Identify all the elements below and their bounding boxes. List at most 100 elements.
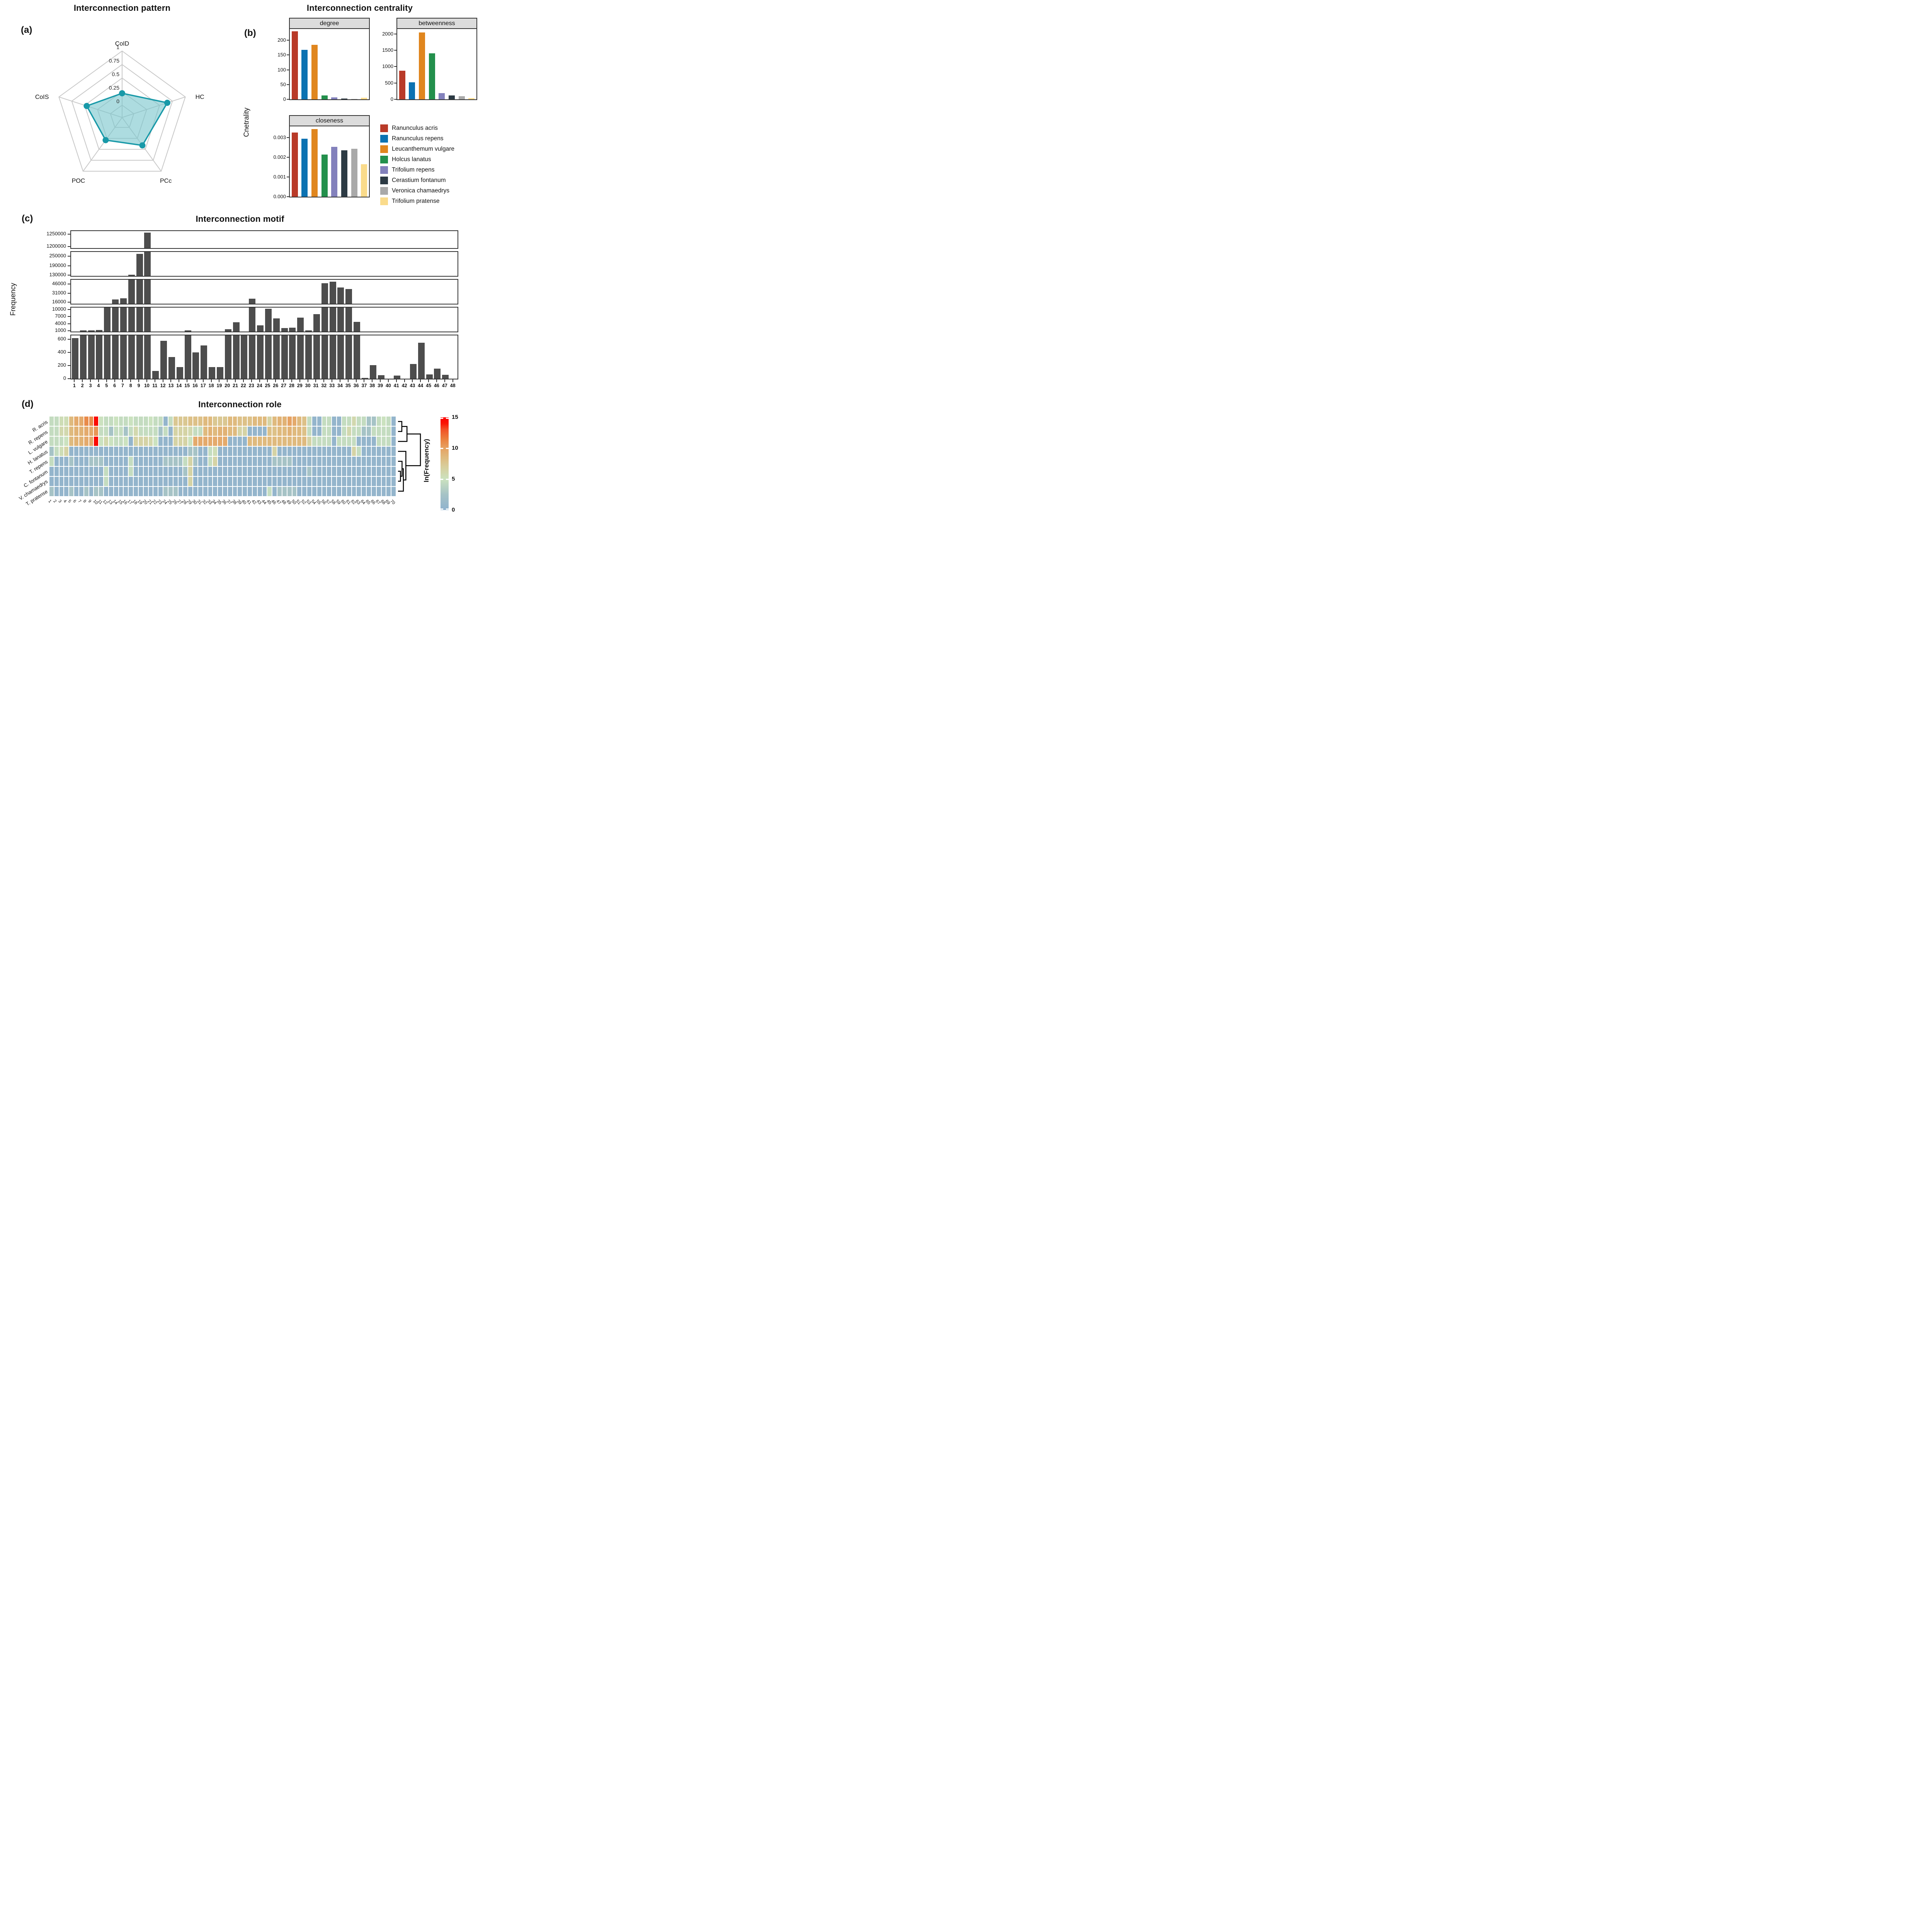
motif-x-tick-mark <box>235 379 236 382</box>
heatmap-cell <box>307 487 311 496</box>
heatmap-cell <box>337 467 341 476</box>
panel-b-letter: (b) <box>244 28 256 38</box>
heatmap-cell <box>362 467 366 476</box>
heatmap-cell <box>183 457 188 466</box>
heatmap-cell <box>168 467 173 476</box>
heatmap-cell <box>347 477 351 486</box>
heatmap-cell <box>114 417 118 426</box>
motif-x-tick-label: 47 <box>442 383 447 388</box>
heatmap-cell <box>391 477 396 486</box>
heatmap-cell <box>386 417 391 426</box>
motif-x-tick-label: 26 <box>273 383 279 388</box>
heatmap-cell <box>228 467 232 476</box>
motif-y-tick-mark <box>68 378 70 379</box>
motif-bar <box>88 330 95 332</box>
legend-item: Trifolium pratense <box>380 196 454 206</box>
motif-y-tick-mark <box>68 265 70 266</box>
legend-species-label: Holcus lanatus <box>392 156 431 163</box>
motif-y-tick-label: 46000 <box>52 280 66 286</box>
motif-bar <box>289 327 296 332</box>
radar-series-point <box>83 103 90 109</box>
heatmap-cell <box>391 417 396 426</box>
heatmap-cell <box>129 427 133 436</box>
heatmap-cell <box>252 427 257 436</box>
heatmap-cell <box>124 437 128 446</box>
motif-bar <box>96 330 103 332</box>
heatmap-cell <box>262 427 267 436</box>
motif-x-tick-label: 29 <box>297 383 303 388</box>
heatmap-cell <box>376 437 381 446</box>
heatmap-cell <box>59 457 64 466</box>
heatmap-cell <box>74 467 78 476</box>
heatmap-cell <box>104 447 108 456</box>
heatmap-cell <box>74 447 78 456</box>
heatmap-cell <box>64 477 69 486</box>
radar-grid-ring <box>58 50 186 172</box>
heatmap-cell <box>203 457 208 466</box>
heatmap-cell <box>277 427 282 436</box>
colorbar-label: ln(Frequency) <box>423 439 430 483</box>
figure-root: Interconnection pattern (a) 0 0.25 0.5 0.75… <box>0 0 479 546</box>
heatmap-cell <box>352 457 356 466</box>
motif-x-tick-label: 4 <box>97 383 100 388</box>
heatmap-cell <box>208 477 213 486</box>
y-tick-label: 1500 <box>382 47 393 53</box>
heatmap-cell <box>104 457 108 466</box>
motif-x-tick-mark <box>356 379 357 382</box>
motif-bar <box>80 335 87 379</box>
heatmap-cell <box>99 417 104 426</box>
legend-swatch <box>380 166 388 174</box>
heatmap-cell <box>238 477 242 486</box>
motif-bar <box>144 232 151 248</box>
motif-bar <box>144 335 151 379</box>
motif-bar <box>442 374 449 379</box>
heatmap-cell <box>94 447 99 456</box>
heatmap-cell <box>287 477 292 486</box>
heatmap-cell <box>352 427 356 436</box>
heatmap-cell <box>376 487 381 496</box>
heatmap-cell <box>148 457 153 466</box>
heatmap-cell <box>371 487 376 496</box>
heatmap-cell <box>367 437 371 446</box>
heatmap-cell <box>218 447 222 456</box>
heatmap-cell <box>277 447 282 456</box>
legend-swatch <box>380 155 388 163</box>
motif-bar <box>313 314 320 332</box>
radar-grid-ring <box>71 64 173 161</box>
motif-y-tick-label: 0 <box>63 375 66 381</box>
heatmap-cell <box>178 447 183 456</box>
y-tick-mark <box>287 157 289 158</box>
motif-bar <box>305 335 312 379</box>
heatmap-cell <box>198 487 202 496</box>
heatmap-cell <box>188 457 193 466</box>
motif-bar <box>120 335 127 379</box>
heatmap-cell <box>148 427 153 436</box>
heatmap-cell <box>332 457 337 466</box>
dendrogram-branch <box>398 471 401 482</box>
heatmap-cell <box>54 467 59 476</box>
heatmap-cell <box>223 467 227 476</box>
heatmap-cell <box>257 487 262 496</box>
panel-interconnection-motif: Interconnection motif (c) Frequency 1200… <box>4 213 476 398</box>
heatmap-cell <box>292 457 297 466</box>
heatmap-cell <box>218 437 222 446</box>
heatmap-cell <box>153 467 158 476</box>
heatmap-cell <box>163 417 168 426</box>
heatmap-cell <box>143 487 148 496</box>
heatmap-cell <box>287 447 292 456</box>
heatmap-cell <box>252 487 257 496</box>
heatmap-cell <box>257 467 262 476</box>
heatmap-cell <box>69 467 74 476</box>
heatmap-cell <box>188 467 193 476</box>
heatmap-cell <box>267 457 272 466</box>
heatmap-cell <box>243 437 247 446</box>
heatmap-cell <box>337 427 341 436</box>
motif-bar <box>209 367 216 379</box>
centrality-y-axis-label: Cnetrality <box>242 107 250 137</box>
motif-bar <box>120 308 127 332</box>
motif-bar <box>233 322 240 332</box>
bar-cerastium-fontanum <box>448 95 455 99</box>
legend-swatch <box>380 187 388 195</box>
heatmap-cell <box>74 427 78 436</box>
motif-broken-bar-chart: 1200000 1250000 130000 190000 250000 16000 310… <box>4 230 476 396</box>
